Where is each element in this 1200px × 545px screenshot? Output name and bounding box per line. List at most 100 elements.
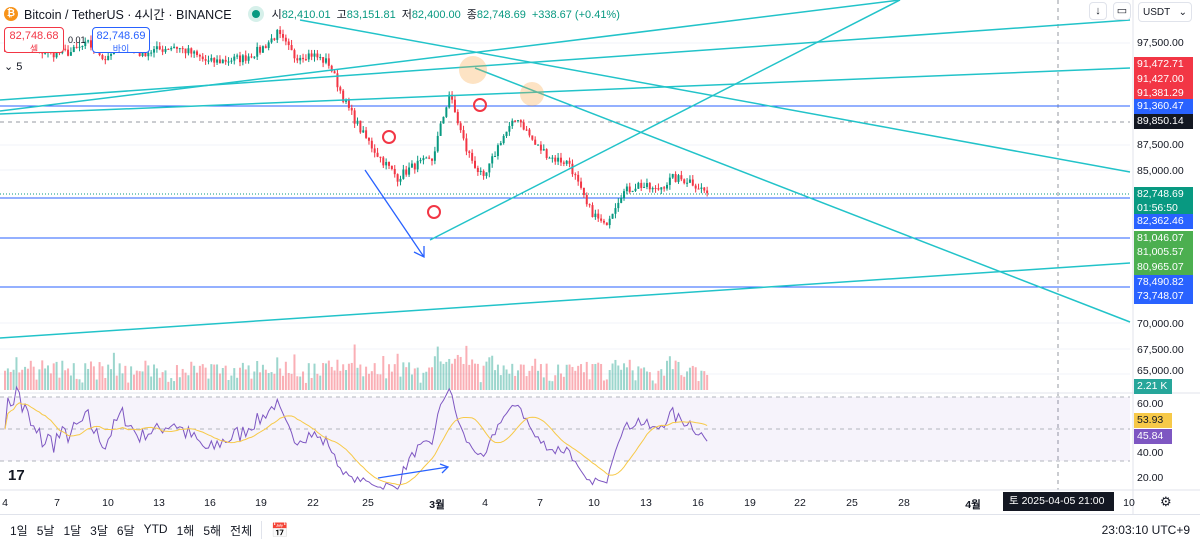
rsi-label: 45.84 bbox=[1134, 429, 1172, 444]
chart-canvas[interactable]: 17 bbox=[0, 0, 1200, 514]
quantity[interactable]: 0.01 bbox=[68, 35, 86, 45]
candle bbox=[290, 45, 293, 51]
volume-bar bbox=[574, 370, 577, 390]
time-axis-tick: 13 bbox=[153, 497, 165, 509]
volume-bar bbox=[697, 381, 700, 390]
range-button[interactable]: 6달 bbox=[116, 523, 135, 538]
price-label: 91,381.29 bbox=[1134, 86, 1193, 101]
range-button[interactable]: 1해 bbox=[176, 523, 195, 538]
time-axis-tick: 4월 bbox=[965, 499, 981, 511]
volume-bar bbox=[49, 373, 52, 390]
clock[interactable]: 23:03:10 UTC+9 bbox=[1101, 523, 1190, 537]
range-button[interactable]: 5해 bbox=[203, 523, 222, 538]
candle bbox=[611, 213, 614, 219]
price-label: 80,965.07 bbox=[1134, 260, 1193, 275]
volume-bar bbox=[582, 372, 585, 390]
symbol-title[interactable]: Bitcoin / TetherUS · 4시간 · BINANCE bbox=[24, 8, 232, 22]
volume-bar bbox=[15, 357, 18, 390]
volume-bar bbox=[373, 363, 376, 390]
volume-bar bbox=[488, 357, 491, 390]
candle bbox=[55, 51, 58, 58]
volume-bar bbox=[187, 375, 190, 390]
volume-bar bbox=[112, 352, 115, 390]
volume-bar bbox=[465, 345, 468, 390]
price-label: 82,748.69 bbox=[1134, 187, 1193, 202]
candle bbox=[431, 158, 434, 161]
range-button[interactable]: 3달 bbox=[90, 523, 108, 538]
volume-bar bbox=[428, 367, 431, 390]
currency-select[interactable]: USDT ⌄ bbox=[1138, 2, 1192, 22]
candle bbox=[471, 152, 474, 161]
volume-bar bbox=[239, 367, 241, 390]
volume-bar bbox=[95, 379, 98, 390]
buy-button[interactable]: 82,748.69 바이 bbox=[92, 27, 150, 54]
volume-bar bbox=[402, 362, 405, 390]
volume-bar bbox=[514, 375, 517, 390]
candle bbox=[545, 149, 548, 158]
volume-bar bbox=[72, 363, 75, 390]
candle bbox=[52, 50, 55, 58]
range-button[interactable]: 전체 bbox=[230, 523, 253, 538]
volume-bar bbox=[233, 368, 236, 390]
arrow-down-icon: ↓ bbox=[1095, 5, 1101, 17]
volume-bar bbox=[580, 364, 583, 390]
volume-bar bbox=[44, 368, 47, 390]
volume-bar bbox=[451, 363, 454, 390]
rsi-axis-tick: 20.00 bbox=[1137, 472, 1164, 484]
candle bbox=[706, 190, 709, 194]
volume-bar bbox=[210, 364, 213, 390]
candle bbox=[107, 55, 110, 61]
rsi-line bbox=[4, 385, 708, 491]
candle bbox=[453, 99, 456, 113]
candle bbox=[89, 40, 92, 48]
candle bbox=[370, 140, 373, 149]
indicators-toggle[interactable]: ⌄ 5 bbox=[4, 60, 34, 76]
volume-bar bbox=[313, 363, 316, 390]
volume-bar bbox=[359, 364, 362, 390]
sell-button[interactable]: 82,748.68 셀 bbox=[4, 27, 64, 54]
crosshair-time-label: 토 2025-04-05 21:00 bbox=[1003, 492, 1114, 511]
volume-bar bbox=[502, 365, 505, 390]
candle bbox=[703, 187, 706, 191]
candle bbox=[700, 187, 703, 189]
calendar-goto-icon[interactable]: 📅 bbox=[271, 521, 289, 538]
price-axis-tick: 67,500.00 bbox=[1137, 344, 1184, 356]
volume-bar bbox=[671, 369, 674, 390]
range-button[interactable]: 1달 bbox=[63, 523, 82, 538]
candle bbox=[643, 186, 646, 188]
scroll-to-latest-button[interactable]: ↓ bbox=[1089, 2, 1107, 20]
range-button[interactable]: YTD bbox=[143, 521, 168, 536]
candle bbox=[247, 56, 250, 61]
volume-bar bbox=[127, 382, 130, 390]
volume-bar bbox=[531, 365, 534, 390]
range-button[interactable]: 5날 bbox=[36, 523, 55, 538]
volume-bar bbox=[657, 370, 660, 390]
candle bbox=[428, 157, 431, 159]
volume-bar bbox=[236, 377, 239, 390]
volume-bar bbox=[554, 375, 557, 390]
candle bbox=[645, 183, 648, 187]
volume-bar bbox=[388, 364, 391, 390]
price-axis-tick: 65,000.00 bbox=[1137, 365, 1184, 377]
candle bbox=[221, 59, 224, 64]
settings-icon[interactable]: ⚙ bbox=[1160, 494, 1172, 509]
volume-bar bbox=[620, 369, 623, 390]
volume-bar bbox=[339, 370, 342, 390]
volume-bar bbox=[153, 364, 156, 390]
volume-bar bbox=[61, 360, 64, 390]
volume-bar bbox=[6, 368, 9, 390]
volume-bar bbox=[668, 356, 671, 390]
volume-bar bbox=[227, 380, 230, 390]
layout-button[interactable]: ▭ bbox=[1113, 2, 1131, 20]
volume-bar bbox=[614, 359, 617, 390]
candle bbox=[554, 157, 557, 162]
candle bbox=[259, 46, 262, 53]
volume-bar bbox=[405, 367, 408, 390]
range-button[interactable]: 1일 bbox=[10, 523, 28, 538]
volume-bar bbox=[356, 367, 359, 390]
volume-bar bbox=[631, 370, 634, 390]
volume-bar bbox=[333, 370, 336, 390]
volume-bar bbox=[18, 372, 21, 390]
volume-bar bbox=[565, 364, 568, 390]
candle bbox=[525, 129, 528, 131]
